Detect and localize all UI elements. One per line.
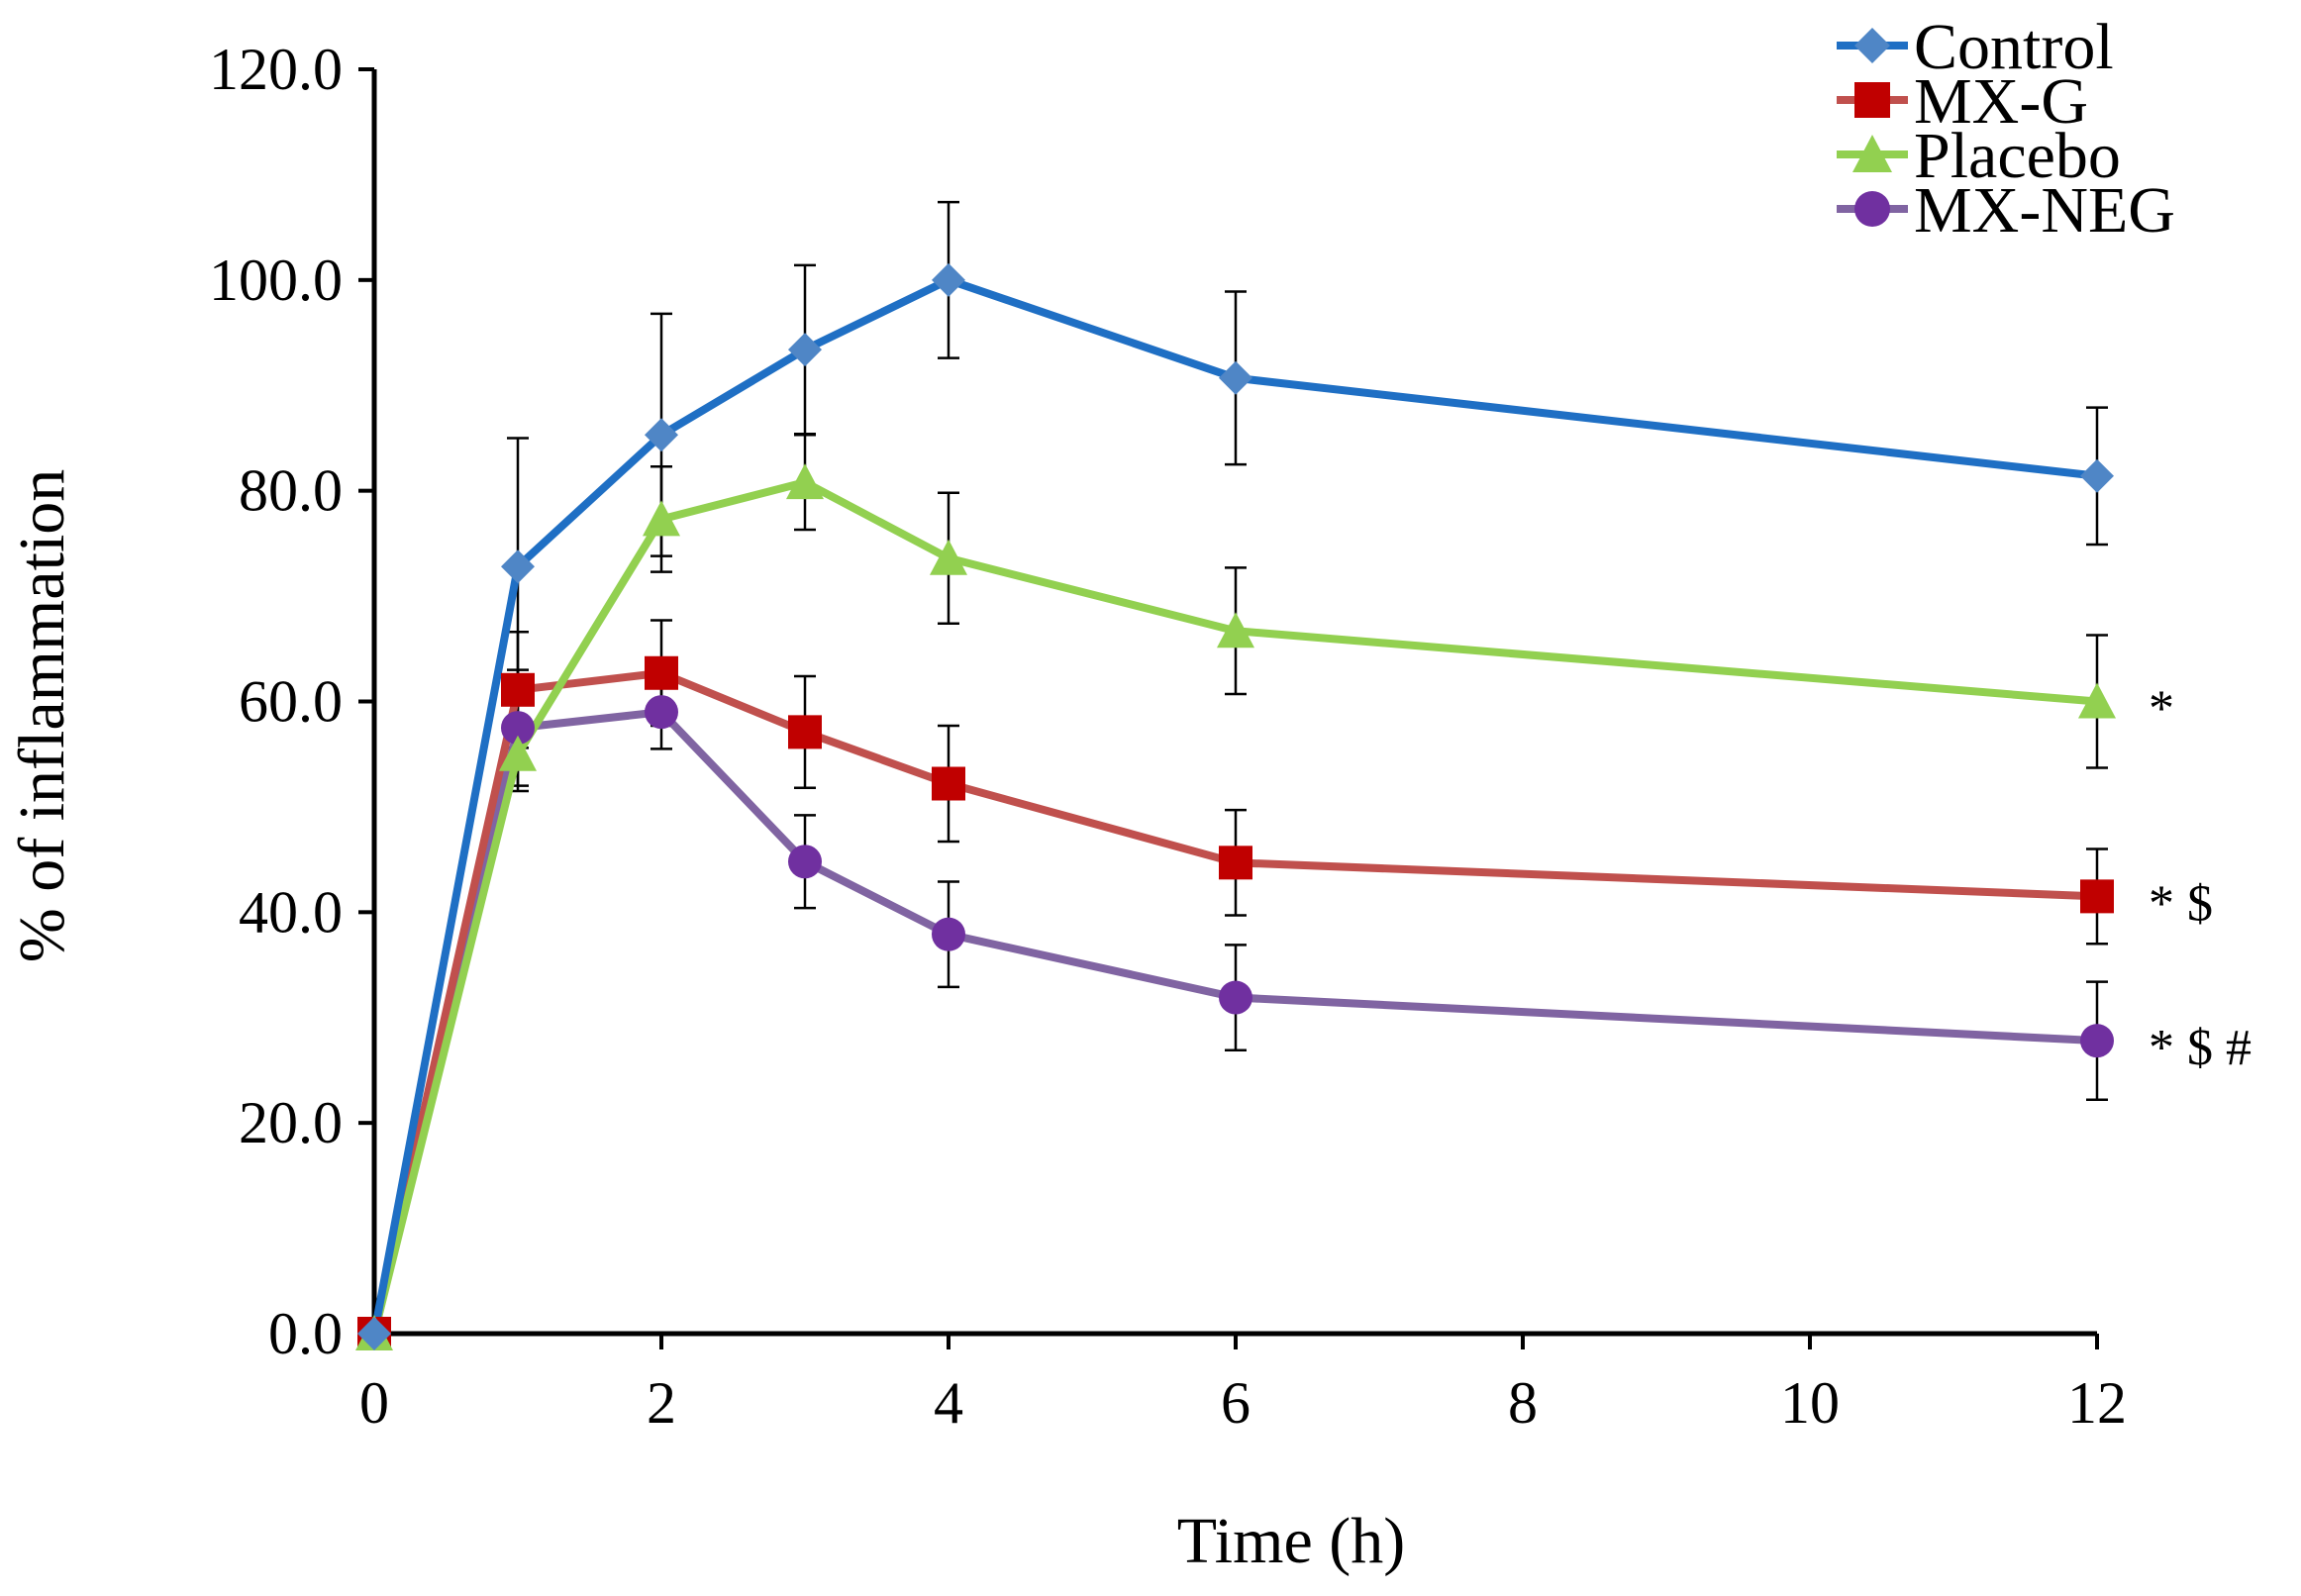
y-tick-label: 100.0 (209, 248, 343, 313)
control-point (1219, 360, 1252, 395)
placebo-point (1217, 612, 1254, 648)
y-tick-label: 20.0 (239, 1090, 343, 1155)
mx-g-point (501, 672, 535, 707)
placebo-point (2078, 682, 2116, 719)
legend-mx-neg-label: MX-NEG (1914, 174, 2175, 247)
x-tick-label: 12 (2067, 1370, 2127, 1436)
mx-neg-point (2080, 1024, 2114, 1058)
mx-neg-point (645, 695, 678, 730)
mx-neg-significance-label: * $ # (2149, 1020, 2251, 1076)
y-tick-label: 80.0 (239, 458, 343, 524)
x-tick-label: 8 (1508, 1370, 1538, 1436)
x-tick-label: 0 (359, 1370, 389, 1436)
mx-g-point (788, 715, 822, 749)
legend-placebo-label: Placebo (1914, 120, 2121, 192)
placebo-point (786, 463, 824, 500)
mx-g-point (1219, 846, 1252, 880)
y-tick-label: 0.0 (268, 1301, 343, 1366)
mx-g-point (2080, 879, 2114, 914)
mx-g-point (645, 655, 678, 690)
legend-mx-neg-marker (1854, 191, 1890, 227)
legend-control-marker (1854, 28, 1890, 63)
y-tick-label: 40.0 (239, 879, 343, 945)
placebo-point (930, 539, 967, 575)
legend-control-label: Control (1914, 11, 2114, 83)
y-tick-label: 60.0 (239, 669, 343, 735)
mx-neg-point (501, 711, 535, 746)
placebo-point (499, 735, 537, 771)
control-point (932, 262, 965, 297)
legend-mx-g-label: MX-G (1914, 65, 2088, 138)
legend-mx-g-marker (1854, 82, 1890, 118)
placebo-significance-label: * (2149, 681, 2174, 738)
control-point (2080, 458, 2114, 493)
x-tick-label: 6 (1221, 1370, 1251, 1436)
y-tick-label: 120.0 (209, 37, 343, 102)
axes: 0.0 20.0 40.0 60.0 80.0 100.0 120.0 0 2 4 6 8 10 12 (209, 37, 2127, 1436)
legend-placebo-marker (1852, 135, 1892, 172)
mx-neg-point (932, 917, 965, 951)
x-axis-title: Time (h) (1177, 1505, 1405, 1577)
control-point (645, 418, 678, 452)
significance-labels: * $ * * $ # (2149, 681, 2251, 1077)
placebo-point (643, 500, 680, 537)
data-markers (355, 262, 2116, 1350)
x-tick-label: 2 (647, 1370, 676, 1436)
mx-g-point (932, 766, 965, 801)
mx-g-significance-label: * $ (2149, 875, 2213, 932)
mx-neg-point (788, 845, 822, 879)
x-tick-label: 10 (1780, 1370, 1840, 1436)
control-point (357, 1317, 391, 1350)
control-point (501, 549, 535, 584)
control-point (788, 333, 822, 367)
error-bars (507, 200, 2108, 1102)
x-tick-label: 4 (934, 1370, 963, 1436)
mx-neg-point (1219, 980, 1252, 1015)
y-axis-title: % of inflammation (6, 469, 78, 963)
